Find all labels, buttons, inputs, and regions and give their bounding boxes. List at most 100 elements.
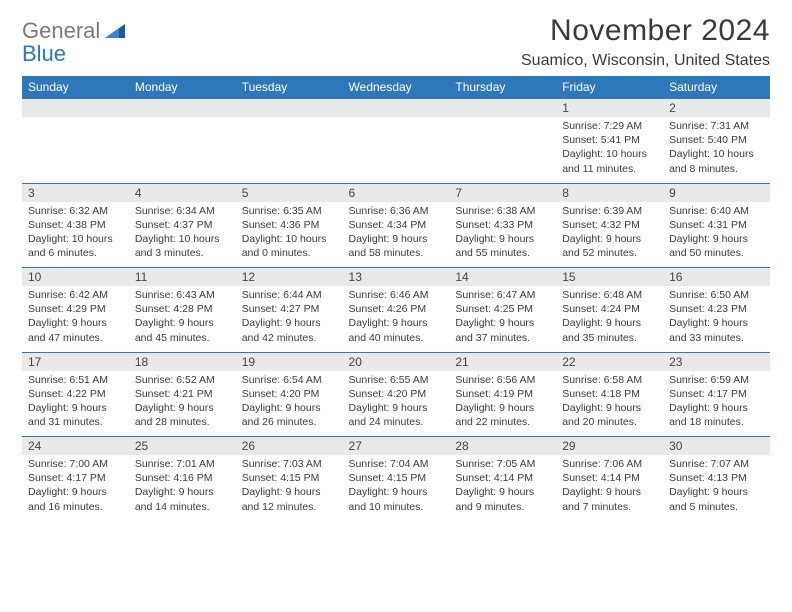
sunset-text: Sunset: 4:14 PM [455,471,550,485]
sunrise-text: Sunrise: 6:43 AM [135,288,230,302]
day-info-row: Sunrise: 7:29 AMSunset: 5:41 PMDaylight:… [22,117,770,183]
day-info-cell: Sunrise: 7:03 AMSunset: 4:15 PMDaylight:… [236,455,343,521]
sunset-text: Sunset: 4:24 PM [562,302,657,316]
day-number-row: 10111213141516 [22,268,770,287]
sunrise-text: Sunrise: 7:00 AM [28,457,123,471]
day-number-cell [129,99,236,118]
sunrise-text: Sunrise: 6:39 AM [562,204,657,218]
daylight-text: Daylight: 9 hours and 16 minutes. [28,485,123,513]
day-info-cell: Sunrise: 6:58 AMSunset: 4:18 PMDaylight:… [556,371,663,437]
sunset-text: Sunset: 4:21 PM [135,387,230,401]
daylight-text: Daylight: 9 hours and 10 minutes. [349,485,444,513]
day-number-row: 24252627282930 [22,437,770,456]
sunset-text: Sunset: 4:14 PM [562,471,657,485]
day-number-row: 12 [22,99,770,118]
day-info-cell: Sunrise: 6:39 AMSunset: 4:32 PMDaylight:… [556,202,663,268]
day-info-row: Sunrise: 6:51 AMSunset: 4:22 PMDaylight:… [22,371,770,437]
logo-text: General Blue [22,20,125,66]
sunset-text: Sunset: 4:37 PM [135,218,230,232]
day-info-cell [343,117,450,183]
day-info-cell: Sunrise: 6:50 AMSunset: 4:23 PMDaylight:… [663,286,770,352]
day-number-cell [343,99,450,118]
day-number-cell: 24 [22,437,129,456]
daylight-text: Daylight: 10 hours and 8 minutes. [669,147,764,175]
day-info-cell: Sunrise: 6:52 AMSunset: 4:21 PMDaylight:… [129,371,236,437]
logo: General Blue [22,14,125,66]
daylight-text: Daylight: 9 hours and 14 minutes. [135,485,230,513]
day-header: Saturday [663,76,770,99]
header: General Blue November 2024 Suamico, Wisc… [22,14,770,70]
day-number-cell: 30 [663,437,770,456]
sunrise-text: Sunrise: 6:52 AM [135,373,230,387]
daylight-text: Daylight: 9 hours and 18 minutes. [669,401,764,429]
day-info-cell: Sunrise: 6:36 AMSunset: 4:34 PMDaylight:… [343,202,450,268]
day-number-cell [22,99,129,118]
daylight-text: Daylight: 9 hours and 33 minutes. [669,316,764,344]
day-info-cell [129,117,236,183]
day-number-cell: 29 [556,437,663,456]
daylight-text: Daylight: 9 hours and 7 minutes. [562,485,657,513]
location-subtitle: Suamico, Wisconsin, United States [521,52,770,70]
day-number-cell: 27 [343,437,450,456]
day-number-cell: 13 [343,268,450,287]
sunset-text: Sunset: 4:36 PM [242,218,337,232]
day-info-cell: Sunrise: 6:55 AMSunset: 4:20 PMDaylight:… [343,371,450,437]
day-info-cell: Sunrise: 6:59 AMSunset: 4:17 PMDaylight:… [663,371,770,437]
day-info-row: Sunrise: 6:32 AMSunset: 4:38 PMDaylight:… [22,202,770,268]
day-number-cell: 2 [663,99,770,118]
daylight-text: Daylight: 9 hours and 28 minutes. [135,401,230,429]
daylight-text: Daylight: 9 hours and 45 minutes. [135,316,230,344]
day-info-cell: Sunrise: 6:46 AMSunset: 4:26 PMDaylight:… [343,286,450,352]
day-info-cell: Sunrise: 6:38 AMSunset: 4:33 PMDaylight:… [449,202,556,268]
day-header-row: Sunday Monday Tuesday Wednesday Thursday… [22,76,770,99]
day-number-cell: 26 [236,437,343,456]
day-info-cell: Sunrise: 6:43 AMSunset: 4:28 PMDaylight:… [129,286,236,352]
day-number-cell: 23 [663,352,770,371]
day-number-cell: 19 [236,352,343,371]
sunrise-text: Sunrise: 6:47 AM [455,288,550,302]
day-number-cell [236,99,343,118]
sunset-text: Sunset: 4:18 PM [562,387,657,401]
day-info-cell: Sunrise: 6:47 AMSunset: 4:25 PMDaylight:… [449,286,556,352]
daylight-text: Daylight: 10 hours and 6 minutes. [28,232,123,260]
logo-text-blue: Blue [22,41,66,66]
sunrise-text: Sunrise: 6:42 AM [28,288,123,302]
daylight-text: Daylight: 9 hours and 12 minutes. [242,485,337,513]
day-info-cell: Sunrise: 7:06 AMSunset: 4:14 PMDaylight:… [556,455,663,521]
daylight-text: Daylight: 9 hours and 22 minutes. [455,401,550,429]
daylight-text: Daylight: 9 hours and 55 minutes. [455,232,550,260]
sunset-text: Sunset: 4:33 PM [455,218,550,232]
sunrise-text: Sunrise: 7:07 AM [669,457,764,471]
sunrise-text: Sunrise: 6:44 AM [242,288,337,302]
sunrise-text: Sunrise: 6:56 AM [455,373,550,387]
sunset-text: Sunset: 4:28 PM [135,302,230,316]
sunrise-text: Sunrise: 6:59 AM [669,373,764,387]
month-title: November 2024 [521,14,770,48]
daylight-text: Daylight: 9 hours and 9 minutes. [455,485,550,513]
sunrise-text: Sunrise: 6:35 AM [242,204,337,218]
sunset-text: Sunset: 5:40 PM [669,133,764,147]
day-info-cell: Sunrise: 7:29 AMSunset: 5:41 PMDaylight:… [556,117,663,183]
triangle-icon [105,24,125,43]
logo-text-general: General [22,18,100,43]
sunset-text: Sunset: 4:31 PM [669,218,764,232]
sunset-text: Sunset: 4:15 PM [349,471,444,485]
daylight-text: Daylight: 9 hours and 31 minutes. [28,401,123,429]
day-number-row: 3456789 [22,183,770,202]
sunset-text: Sunset: 4:23 PM [669,302,764,316]
sunrise-text: Sunrise: 6:32 AM [28,204,123,218]
daylight-text: Daylight: 9 hours and 26 minutes. [242,401,337,429]
day-number-cell: 7 [449,183,556,202]
sunset-text: Sunset: 4:15 PM [242,471,337,485]
day-number-cell: 11 [129,268,236,287]
sunrise-text: Sunrise: 7:05 AM [455,457,550,471]
day-number-cell: 14 [449,268,556,287]
daylight-text: Daylight: 9 hours and 5 minutes. [669,485,764,513]
day-number-row: 17181920212223 [22,352,770,371]
day-number-cell: 18 [129,352,236,371]
sunrise-text: Sunrise: 6:34 AM [135,204,230,218]
day-number-cell: 1 [556,99,663,118]
day-info-cell [22,117,129,183]
daylight-text: Daylight: 9 hours and 40 minutes. [349,316,444,344]
sunset-text: Sunset: 4:25 PM [455,302,550,316]
